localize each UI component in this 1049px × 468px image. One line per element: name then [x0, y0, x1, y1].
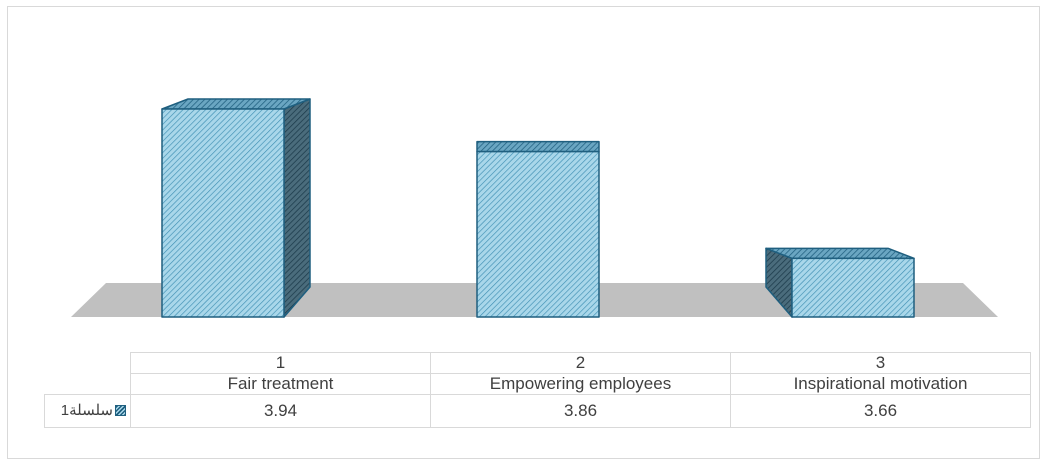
data-table: 1 2 3 Fair treatment Empowering employee…: [44, 352, 1031, 428]
category-name-label: Empowering employees: [430, 373, 731, 395]
bar-front-face: [161, 108, 285, 318]
chart-plot: [71, 98, 998, 318]
category-index-label: 1: [130, 352, 431, 374]
category-index-label: 3: [730, 352, 1031, 374]
category-name-label: Fair treatment: [130, 373, 431, 395]
category-index-label: 2: [430, 352, 731, 374]
bar-side-face: [283, 98, 311, 318]
bar-front-face: [791, 257, 915, 318]
data-table-corner: [44, 373, 131, 395]
bars-group: [161, 98, 915, 318]
bar-front-face: [476, 150, 600, 318]
series-legend-cell: سلسلة1: [44, 394, 131, 428]
bar-top-face: [765, 247, 915, 260]
chart-frame: 1 2 3 Fair treatment Empowering employee…: [7, 6, 1040, 459]
data-value-label: 3.94: [130, 394, 431, 428]
data-value-label: 3.66: [730, 394, 1031, 428]
data-table-index-row: 1 2 3: [44, 352, 1031, 374]
legend-key-swatch: [115, 405, 126, 416]
bar-top-face: [476, 140, 600, 153]
data-table-corner: [44, 352, 131, 374]
series-name-label: سلسلة1: [60, 402, 113, 419]
bar-top-face: [161, 98, 311, 110]
category-name-label: Inspirational motivation: [730, 373, 1031, 395]
data-value-label: 3.86: [430, 394, 731, 428]
data-table-name-row: Fair treatment Empowering employees Insp…: [44, 373, 1031, 395]
data-table-series-row: سلسلة1 3.94 3.86 3.66: [44, 394, 1031, 428]
